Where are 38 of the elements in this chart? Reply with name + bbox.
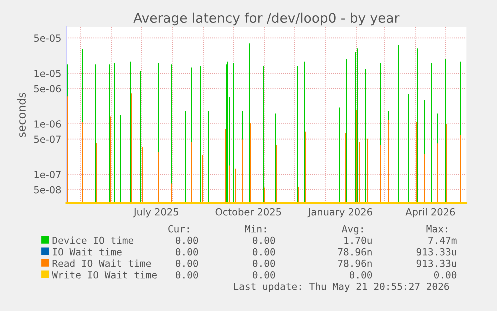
text: 0.00 [253, 271, 276, 279]
legend-label: Read IO Wait time [52, 260, 152, 268]
y-tick-label: 5e-05 [34, 34, 61, 42]
text: 0.00 [176, 248, 198, 256]
text: 0.00 [434, 271, 457, 279]
x-tick-label: April 2026 [406, 208, 456, 218]
text: 7.47m [428, 237, 457, 244]
legend-label: Device IO time [52, 236, 134, 244]
text: 913.33u [416, 248, 456, 256]
text: 0.00 [176, 271, 198, 279]
text: 0.00 [176, 236, 198, 244]
text: 913.33u [416, 260, 456, 268]
y-tick-label: 5e-06 [34, 85, 62, 93]
text: 0.00 [176, 260, 198, 268]
y-tick-label: 5e-07 [34, 136, 61, 144]
y-tick-label: 1e-06 [34, 120, 62, 128]
text: 0.00 [253, 236, 276, 244]
y-tick-label: 1e-05 [34, 70, 61, 78]
text: 78.96n [338, 248, 372, 256]
text: 78.96n [338, 260, 372, 268]
text: 1.70u [344, 236, 372, 244]
text: Last update: Thu May 21 20:55:27 2026 [234, 282, 450, 292]
text: Min: [245, 225, 266, 233]
text: Cur: [168, 225, 190, 233]
text: Avg: [342, 226, 363, 235]
x-tick-label: July 2025 [133, 208, 178, 218]
y-tick-label: 1e-07 [34, 171, 61, 178]
legend-label: IO Wait time [53, 248, 122, 256]
chart-title: Average latency for /dev/loop0 - by year [134, 12, 400, 26]
text: Max: [426, 226, 448, 233]
text: 0.00 [253, 248, 276, 256]
text: 0.00 [350, 271, 372, 279]
y-tick-label: 5e-08 [34, 186, 62, 194]
y-axis-title: seconds [17, 93, 26, 138]
x-tick-label: January 2026 [308, 208, 372, 218]
text: 0.00 [253, 260, 276, 268]
x-tick-label: October 2025 [216, 208, 282, 216]
legend-label: Write IO Wait time [52, 271, 157, 279]
